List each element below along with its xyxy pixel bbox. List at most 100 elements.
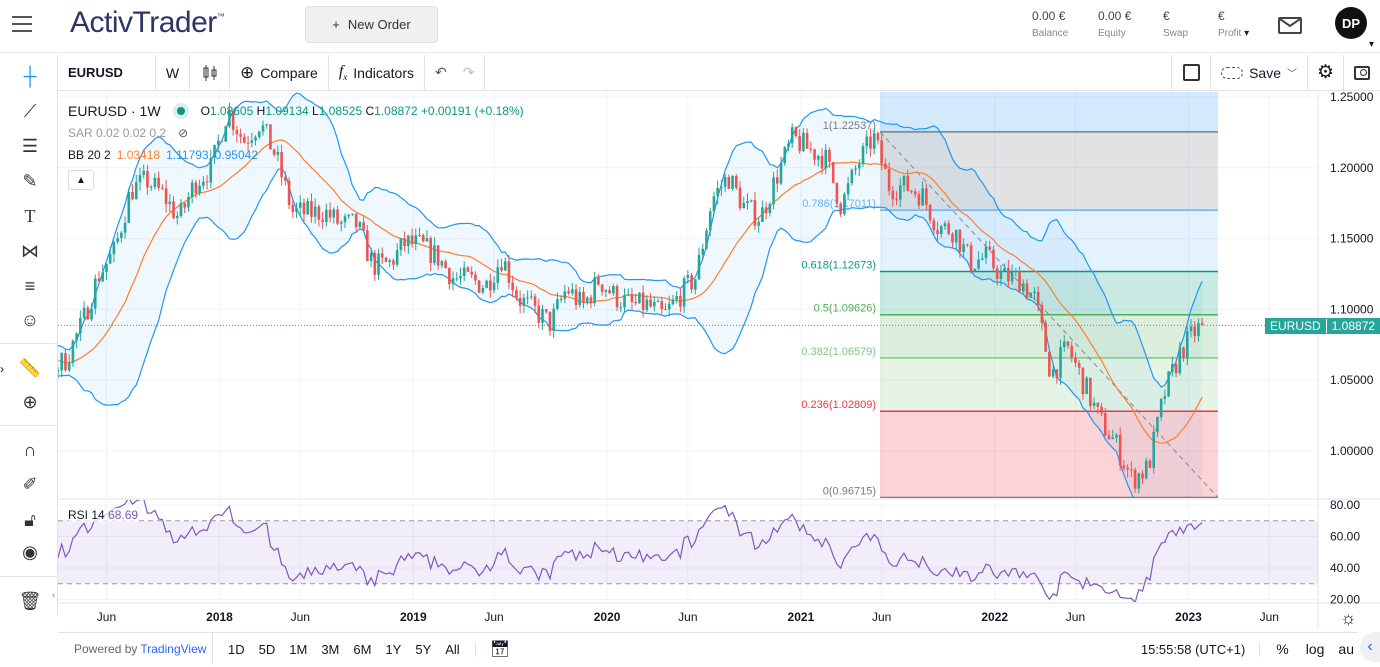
cloud-icon xyxy=(1221,66,1244,79)
candle xyxy=(216,134,220,153)
undo-icon[interactable]: ↶ xyxy=(435,64,447,80)
sar-label: SAR 0.02 0.02 0.2 xyxy=(68,126,167,140)
logo-tm: ™ xyxy=(216,12,225,21)
tradingview-link[interactable]: TradingView xyxy=(140,642,207,656)
chart-settings-sun-icon[interactable]: ☼ xyxy=(1340,608,1357,628)
compare-button[interactable]: ⊕ Compare xyxy=(230,54,329,91)
balance-label: Balance xyxy=(1032,28,1069,39)
candle-body xyxy=(209,157,213,183)
candle-body xyxy=(712,196,716,212)
candles-icon[interactable] xyxy=(190,54,230,91)
menu-icon[interactable] xyxy=(12,16,32,32)
range-1d[interactable]: 1D xyxy=(228,641,245,657)
lock-drawing-icon[interactable]: ✐ xyxy=(22,473,38,494)
trash-icon[interactable]: 🗑︎ xyxy=(18,590,42,611)
bb-legend[interactable]: BB 20 2 1.03418 1.11793 0.95042 xyxy=(68,144,524,166)
avatar[interactable]: DP xyxy=(1335,7,1367,39)
sar-legend[interactable]: SAR 0.02 0.02 0.2 ⊘ xyxy=(68,122,524,144)
candle-body xyxy=(403,238,406,247)
chevron-down-icon[interactable]: ﹀ xyxy=(1287,69,1297,80)
redo-icon[interactable]: ↷ xyxy=(462,64,475,80)
hidden-eye-icon[interactable]: ⊘ xyxy=(178,126,189,140)
interval-button[interactable]: W xyxy=(156,54,190,91)
range-5d[interactable]: 5D xyxy=(258,641,276,657)
trend-line-icon[interactable]: ⟋ xyxy=(23,100,37,121)
log-toggle[interactable]: log xyxy=(1305,641,1325,657)
fib-extension-zone xyxy=(880,92,1218,132)
expand-panel-icon[interactable]: ‹ xyxy=(1360,632,1380,662)
pattern-icon[interactable]: ⋈ xyxy=(21,240,39,261)
candle-body xyxy=(280,152,283,178)
candle xyxy=(984,240,988,265)
clock[interactable]: 15:55:58 (UTC+1) xyxy=(1141,641,1261,657)
candle-body xyxy=(477,280,481,293)
candle-body xyxy=(694,279,697,290)
candle xyxy=(71,339,75,367)
candle xyxy=(783,145,787,166)
range-1m[interactable]: 1M xyxy=(289,641,308,657)
time-tick-label: 2019 xyxy=(400,610,427,624)
ruler-icon[interactable]: 📏 xyxy=(18,357,42,378)
candle-body xyxy=(436,245,440,266)
collapse-pane-icon[interactable]: ‹ xyxy=(52,590,56,601)
candle xyxy=(682,275,686,314)
fullscreen-icon[interactable] xyxy=(1171,54,1212,91)
profit-label-text: Profit xyxy=(1218,28,1242,39)
brush-icon[interactable]: ✎ xyxy=(22,170,38,191)
camera-icon[interactable] xyxy=(1344,55,1380,91)
candle xyxy=(108,246,112,264)
settings-gear-icon[interactable]: ⚙ xyxy=(1308,54,1344,91)
crosshair-icon[interactable]: ┼ xyxy=(23,65,37,86)
candle xyxy=(738,181,742,211)
mail-icon[interactable] xyxy=(1278,17,1302,34)
candle xyxy=(153,173,157,190)
go-to-date-icon[interactable]: 📅︎ xyxy=(489,641,511,658)
candle xyxy=(1111,429,1115,440)
zoom-in-icon[interactable]: ⊕ xyxy=(22,391,38,412)
candle-body xyxy=(1100,406,1103,414)
candle-body xyxy=(511,282,514,291)
auto-toggle[interactable]: au xyxy=(1338,641,1354,657)
expand-sidebar-icon[interactable]: › xyxy=(0,362,4,376)
text-icon[interactable]: T xyxy=(24,205,36,226)
range-all[interactable]: All xyxy=(445,641,460,657)
eye-icon[interactable]: ◉ xyxy=(22,541,38,562)
range-5y[interactable]: 5Y xyxy=(415,641,432,657)
candle xyxy=(339,220,343,232)
candle xyxy=(459,267,462,285)
magnet-icon[interactable]: ∩ xyxy=(23,439,37,460)
collapse-legend-button[interactable]: ▲ xyxy=(68,170,94,190)
range-3m[interactable]: 3M xyxy=(321,641,340,657)
candle xyxy=(723,173,727,193)
candle-body xyxy=(489,280,492,291)
candle xyxy=(67,354,71,373)
symbol-search[interactable]: EURUSD xyxy=(58,54,156,91)
rsi-legend[interactable]: RSI 14 68.69 xyxy=(68,508,139,522)
profit-stat[interactable]: € Profit ▾ xyxy=(1218,9,1249,39)
percent-toggle[interactable]: % xyxy=(1276,641,1289,657)
avatar-caret-icon[interactable]: ▾ xyxy=(1369,39,1375,50)
unlock-icon[interactable]: 🔓︎ xyxy=(24,509,36,530)
emoji-icon[interactable]: ☺ xyxy=(20,309,40,330)
candle-body xyxy=(410,235,414,245)
price-tick-label: 1.10000 xyxy=(1330,302,1374,316)
candle xyxy=(220,139,224,143)
range-6m[interactable]: 6M xyxy=(353,641,372,657)
candle-body xyxy=(1025,283,1029,298)
time-tick-label: Jun xyxy=(1260,610,1279,624)
fib-retracement-icon[interactable]: ≡ xyxy=(24,275,36,296)
new-order-button[interactable]: + New Order xyxy=(305,6,438,43)
candle-body xyxy=(612,286,615,294)
range-1y[interactable]: 1Y xyxy=(385,641,402,657)
indicators-button[interactable]: fx Indicators xyxy=(329,54,425,91)
candle xyxy=(287,177,291,210)
logo[interactable]: ActivTrader™ xyxy=(70,6,225,40)
save-button[interactable]: Save ﹀ xyxy=(1211,54,1308,91)
candle-body xyxy=(857,164,861,169)
candle-body xyxy=(600,284,604,292)
candle-body xyxy=(407,235,410,247)
parallel-lines-icon[interactable]: ☰ xyxy=(21,135,39,156)
candle-body xyxy=(779,162,783,184)
candle xyxy=(120,230,123,243)
